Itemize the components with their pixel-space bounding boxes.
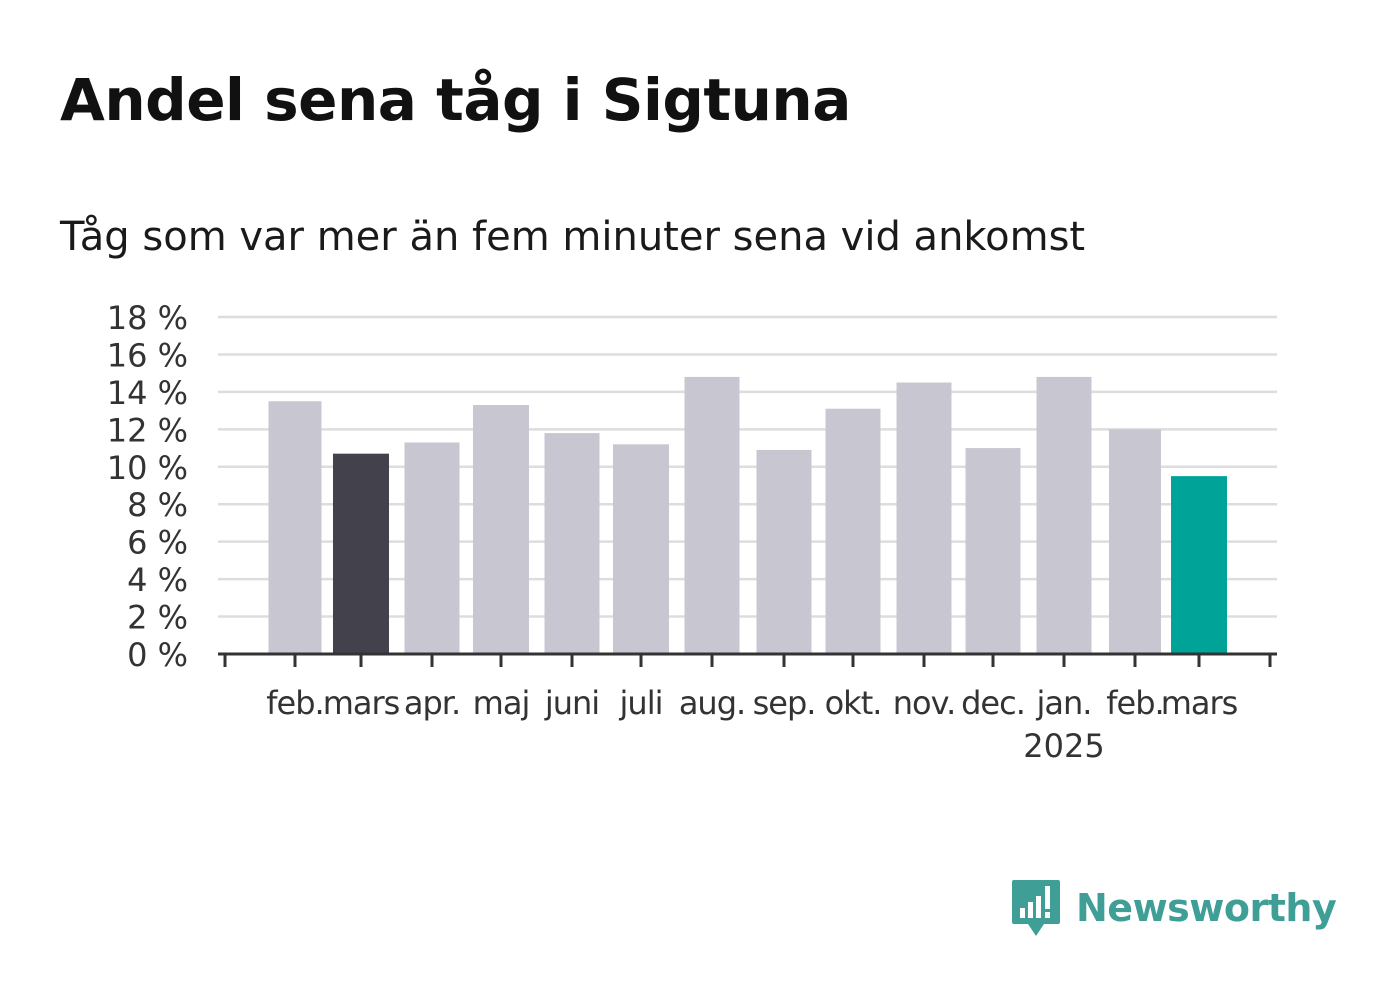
chart-title: Andel sena tåg i Sigtuna xyxy=(60,66,851,134)
bar xyxy=(1171,476,1227,654)
y-axis-tick-labels: 0 %2 %4 %6 %8 %10 %12 %14 %16 %18 % xyxy=(107,299,188,674)
y-tick-label: 18 % xyxy=(107,299,188,337)
y-tick-label: 8 % xyxy=(127,486,188,524)
brand-name: Newsworthy xyxy=(1076,886,1337,930)
y-tick-label: 14 % xyxy=(107,374,188,412)
x-tick-label: juni xyxy=(544,684,599,722)
bar xyxy=(404,442,460,654)
newsworthy-logo-icon xyxy=(1012,880,1060,936)
y-tick-label: 2 % xyxy=(127,599,188,637)
y-tick-label: 0 % xyxy=(127,636,188,674)
x-tick-label: apr. xyxy=(404,684,460,722)
x-tick-label: mars xyxy=(1161,684,1238,722)
bar xyxy=(684,376,740,654)
bar xyxy=(613,444,669,654)
bar xyxy=(756,449,812,654)
y-tick-label: 10 % xyxy=(107,449,188,487)
x-tick-label: feb. xyxy=(266,684,323,722)
bar xyxy=(965,448,1021,654)
bars xyxy=(268,376,1227,654)
x-tick-label: maj xyxy=(473,684,530,722)
bar xyxy=(825,408,881,654)
x-tick-label: okt. xyxy=(825,684,882,722)
x-tick-label: juli xyxy=(619,684,663,722)
grid-lines xyxy=(218,315,1277,618)
bar xyxy=(1036,376,1092,654)
x-tick-label: jan. xyxy=(1036,684,1092,722)
newsworthy-logo: Newsworthy xyxy=(1010,878,1337,938)
y-tick-label: 6 % xyxy=(127,524,188,562)
bar xyxy=(896,382,952,654)
y-tick-label: 12 % xyxy=(107,411,188,449)
x-tick-label: dec. xyxy=(961,684,1025,722)
x-tick-label: nov. xyxy=(893,684,955,722)
bar xyxy=(268,401,322,654)
x-tick-label: mars xyxy=(323,684,400,722)
bar xyxy=(333,453,389,654)
bar xyxy=(1109,429,1161,654)
bar xyxy=(544,433,600,654)
x-year-label: 2025 xyxy=(1023,727,1104,765)
x-tick-label: aug. xyxy=(679,684,745,722)
x-axis-tick-labels: feb.mars apr. maj juni juli aug. sep. okt. nov. d… xyxy=(266,684,1238,765)
x-tick-label: sep. xyxy=(753,684,816,722)
y-tick-label: 4 % xyxy=(127,561,188,599)
chart-subtitle: Tåg som var mer än fem minuter sena vid … xyxy=(60,214,1086,260)
y-tick-label: 16 % xyxy=(107,336,188,374)
bar xyxy=(473,404,529,654)
x-tick-label: feb. xyxy=(1106,684,1163,722)
x-axis xyxy=(218,652,1277,667)
